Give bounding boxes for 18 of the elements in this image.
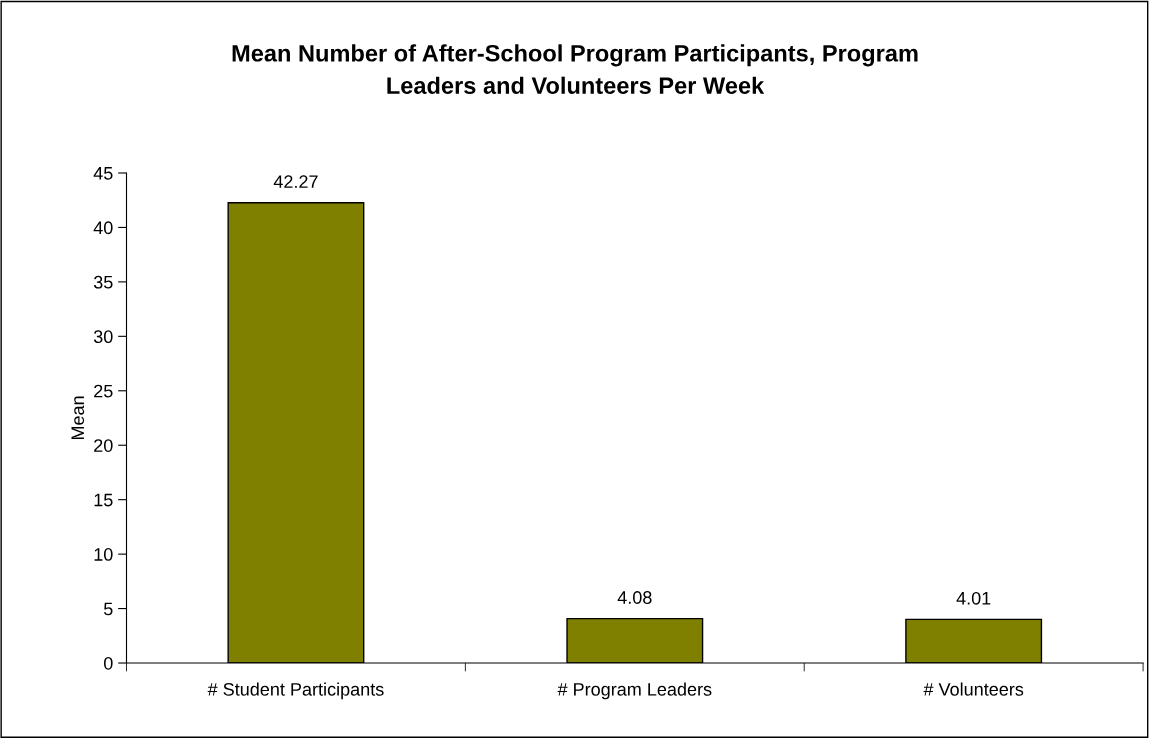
- data-label: 4.08: [617, 591, 652, 604]
- y-tick-label: 25: [94, 384, 113, 398]
- y-tick-label: 45: [93, 167, 113, 180]
- chart-title: Mean Number of After-School Program Participants, Program Leaders and Volunteers Per Week: [232, 44, 918, 94]
- y-tick-label: 15: [94, 493, 113, 507]
- y-tick-label: 30: [93, 330, 113, 344]
- y-tick-label: 0: [103, 656, 113, 670]
- y-tick-label: 5: [103, 602, 113, 616]
- y-tick-label: 20: [94, 439, 113, 452]
- y-axis-title: Mean: [71, 396, 85, 440]
- x-tick-label: # Program Leaders: [557, 682, 712, 700]
- data-label: 42.27: [273, 175, 318, 188]
- x-tick-label: # Student Participants: [207, 682, 384, 700]
- x-tick-label: # Volunteers: [923, 682, 1024, 696]
- y-tick-label: 35: [93, 275, 113, 289]
- y-tick-label: 40: [93, 221, 113, 235]
- data-label: 4.01: [956, 591, 991, 605]
- y-tick-label: 10: [94, 548, 113, 561]
